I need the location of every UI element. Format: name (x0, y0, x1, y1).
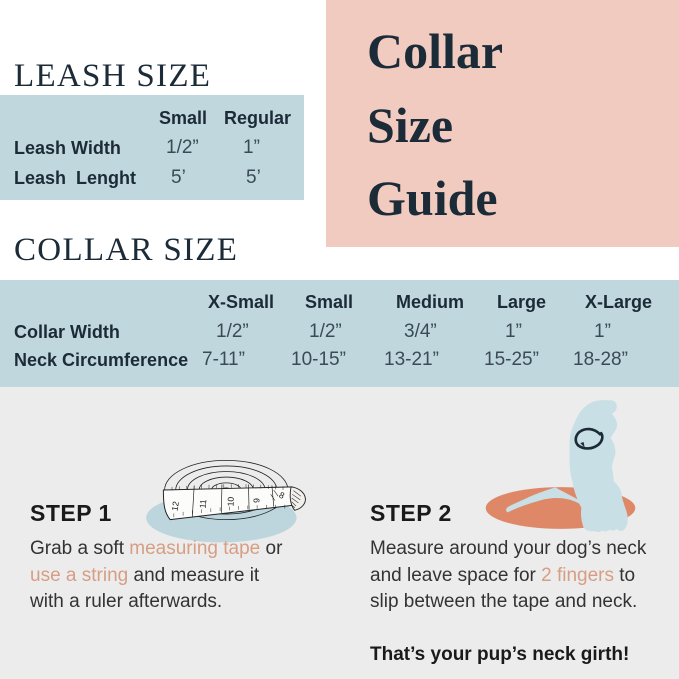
svg-text:12: 12 (169, 500, 181, 511)
svg-text:9: 9 (252, 498, 262, 503)
svg-text:11: 11 (197, 499, 208, 509)
svg-text:10: 10 (226, 496, 236, 506)
